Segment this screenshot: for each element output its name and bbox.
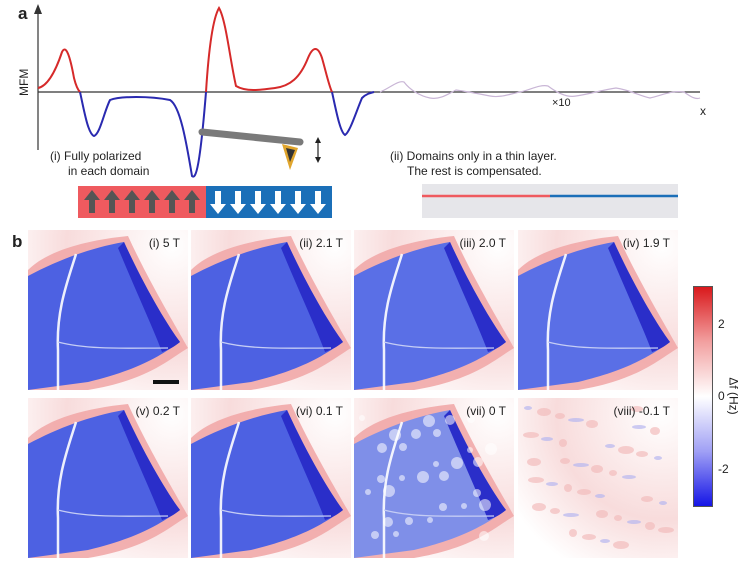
x-axis-label: x (700, 104, 706, 118)
colorbar-tick-top: 2 (718, 317, 725, 331)
tile-field-label: (vii) 0 T (466, 404, 506, 418)
mfm-image-tile: (v) 0.2 T (28, 398, 188, 558)
caption-i-line2: in each domain (68, 164, 150, 178)
caption-i-line1: (i) Fully polarized (50, 149, 142, 163)
mfm-image-tile: (iii) 2.0 T (354, 230, 514, 390)
profile-peak-2 (205, 6, 333, 93)
red-domain (78, 186, 206, 218)
mfm-image-tile: (ii) 2.1 T (191, 230, 351, 390)
tile-field-label: (viii) -0.1 T (613, 404, 670, 418)
scale-bar (153, 380, 179, 384)
mfm-image-tile: (vii) 0 T (354, 398, 514, 558)
y-axis-label: MFM (17, 68, 31, 96)
tile-field-label: (iv) 1.9 T (622, 236, 670, 250)
mfm-image-tile: (iv) 1.9 T (518, 230, 678, 390)
caption-ii-line2: The rest is compensated. (407, 164, 542, 178)
up-arrows (84, 190, 200, 213)
profile-peak-1 (37, 48, 81, 93)
tile-field-label: (i) 5 T (148, 236, 180, 250)
profile-trough-1 (79, 91, 207, 178)
blue-domain (206, 186, 332, 218)
colorbar-tick-bottom: -2 (718, 462, 729, 476)
mfm-profile-plot (34, 4, 701, 218)
panel-a-letter: a (18, 4, 28, 23)
compensated-slab (422, 184, 678, 218)
down-arrows (210, 191, 326, 214)
profile-x10-continuation (379, 81, 701, 100)
caption-ii-line1: (ii) Domains only in a thin layer. (390, 149, 557, 163)
profile-trough-2 (331, 91, 375, 137)
colorbar-tick-mid: 0 (718, 389, 725, 403)
panel-b-letter: b (12, 232, 23, 251)
tile-field-label: (vi) 0.1 T (295, 404, 343, 418)
cantilever (198, 128, 304, 146)
tile-field-label: (v) 0.2 T (135, 404, 180, 418)
mfm-image-tile: (viii) -0.1 T (518, 398, 678, 558)
colorbar (693, 286, 713, 507)
colorbar-unit: Δf (Hz) (726, 377, 741, 415)
mfm-image-tile: (vi) 0.1 T (191, 398, 351, 558)
mfm-image-tile: (i) 5 T (28, 230, 188, 390)
tile-field-label: (ii) 2.1 T (299, 236, 343, 250)
zoom-label: ×10 (552, 97, 571, 109)
tile-field-label: (iii) 2.0 T (459, 236, 506, 250)
y-axis-arrow (34, 4, 42, 14)
